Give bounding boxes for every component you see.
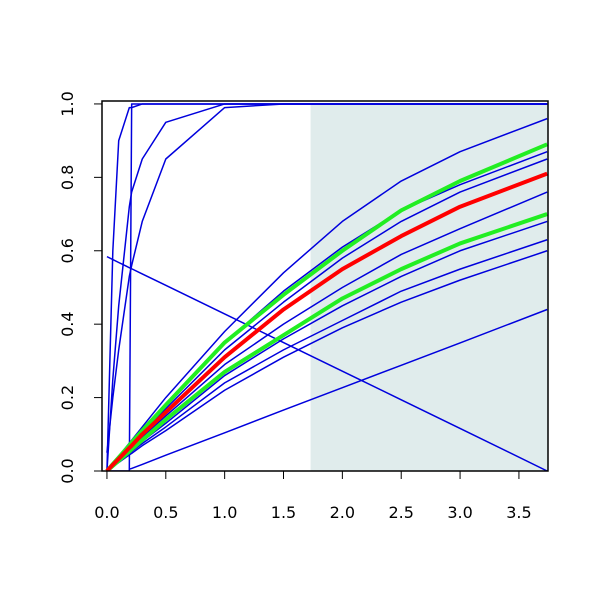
x-tick-label: 2.0: [330, 503, 355, 522]
y-tick-label: 1.0: [58, 91, 77, 116]
x-tick-label: 0.5: [153, 503, 178, 522]
series-line: [105, 171, 548, 471]
x-tick-label: 0.0: [94, 503, 119, 522]
plot-frame: [101, 100, 549, 472]
y-tick-label: 0.0: [58, 458, 77, 483]
plot-area: [105, 103, 548, 471]
x-tick-label: 1.5: [271, 503, 296, 522]
y-tick-label: 0.2: [58, 385, 77, 410]
x-tick-label: 3.0: [447, 503, 472, 522]
series-line: [106, 103, 548, 471]
series-line: [106, 255, 548, 471]
y-tick-label: 0.8: [58, 165, 77, 190]
y-tick-label: 0.6: [58, 238, 77, 263]
x-tick-label: 1.0: [212, 503, 237, 522]
shaded-region: [310, 103, 548, 471]
y-tick-label: 0.4: [58, 311, 77, 336]
series-line: [129, 308, 548, 470]
axes: 0.0 0.5 1.0 1.5 2.0 2.5 3.0 3.5 0.0 0.2 0.4 0.6 0.8 1…: [58, 91, 549, 522]
x-tick-label: 3.5: [506, 503, 531, 522]
x-tick-label: 2.5: [388, 503, 413, 522]
